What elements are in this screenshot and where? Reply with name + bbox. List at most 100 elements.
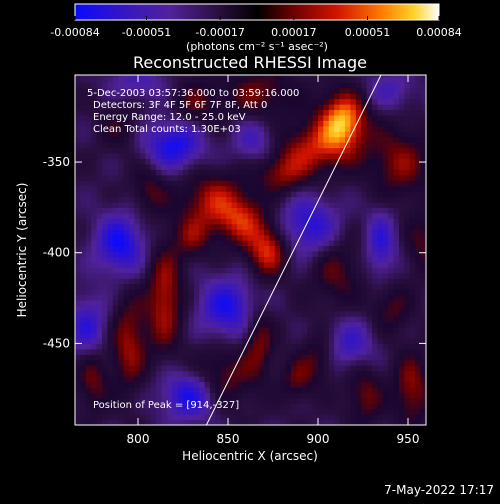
image-pixel bbox=[291, 169, 297, 176]
image-pixel bbox=[420, 185, 426, 192]
image-pixel bbox=[134, 332, 141, 339]
image-pixel bbox=[280, 408, 287, 415]
image-pixel bbox=[388, 196, 395, 203]
image-pixel bbox=[339, 120, 346, 127]
image-pixel bbox=[307, 397, 314, 404]
image-pixel bbox=[188, 158, 195, 165]
image-pixel bbox=[166, 376, 173, 383]
image-pixel bbox=[91, 147, 98, 154]
image-pixel bbox=[258, 294, 265, 301]
image-pixel bbox=[361, 163, 368, 170]
image-pixel bbox=[199, 299, 206, 306]
image-pixel bbox=[177, 288, 184, 296]
y-tick-label: -450 bbox=[43, 336, 70, 350]
image-pixel bbox=[220, 414, 227, 421]
image-pixel bbox=[150, 348, 157, 355]
image-pixel bbox=[393, 240, 400, 247]
image-pixel bbox=[231, 288, 238, 296]
image-pixel bbox=[85, 381, 92, 388]
image-pixel bbox=[399, 76, 405, 83]
image-pixel bbox=[150, 392, 157, 399]
image-pixel bbox=[296, 191, 303, 198]
image-pixel bbox=[312, 152, 319, 160]
image-pixel bbox=[80, 348, 87, 355]
image-pixel bbox=[253, 75, 260, 78]
image-pixel bbox=[264, 386, 270, 393]
image-pixel bbox=[172, 348, 179, 355]
image-pixel bbox=[328, 212, 335, 219]
image-pixel bbox=[361, 180, 368, 187]
image-pixel bbox=[183, 305, 189, 312]
image-pixel bbox=[102, 365, 108, 372]
image-pixel bbox=[361, 82, 368, 89]
image-pixel bbox=[377, 299, 384, 306]
image-pixel bbox=[161, 240, 168, 247]
image-pixel bbox=[91, 218, 98, 225]
image-pixel bbox=[242, 207, 249, 214]
image-pixel bbox=[237, 245, 243, 252]
image-pixel bbox=[285, 359, 292, 366]
image-pixel bbox=[150, 82, 157, 89]
image-pixel bbox=[388, 98, 395, 105]
image-pixel bbox=[393, 327, 400, 334]
image-pixel bbox=[85, 147, 92, 154]
image-pixel bbox=[258, 343, 265, 350]
image-pixel bbox=[172, 278, 179, 285]
image-pixel bbox=[334, 185, 341, 192]
image-pixel bbox=[204, 169, 211, 176]
image-pixel bbox=[134, 147, 141, 154]
image-pixel bbox=[199, 359, 206, 366]
image-pixel bbox=[237, 414, 243, 421]
image-pixel bbox=[193, 327, 200, 334]
image-pixel bbox=[161, 147, 168, 154]
image-pixel bbox=[399, 288, 405, 296]
image-pixel bbox=[75, 365, 81, 372]
image-pixel bbox=[328, 136, 335, 143]
image-pixel bbox=[361, 305, 368, 312]
image-pixel bbox=[123, 82, 130, 89]
image-pixel bbox=[220, 120, 227, 127]
image-pixel bbox=[91, 174, 98, 181]
image-pixel bbox=[118, 294, 125, 301]
image-pixel bbox=[420, 310, 426, 317]
image-pixel bbox=[75, 245, 81, 252]
image-pixel bbox=[328, 93, 335, 100]
image-pixel bbox=[118, 337, 125, 344]
image-pixel bbox=[91, 240, 98, 247]
image-pixel bbox=[274, 212, 281, 219]
image-pixel bbox=[183, 207, 189, 214]
image-pixel bbox=[404, 397, 411, 404]
image-pixel bbox=[415, 142, 422, 149]
image-pixel bbox=[107, 310, 114, 317]
image-pixel bbox=[399, 359, 405, 366]
image-pixel bbox=[264, 169, 270, 176]
image-pixel bbox=[350, 218, 357, 225]
image-pixel bbox=[220, 321, 227, 328]
image-pixel bbox=[139, 158, 146, 165]
image-pixel bbox=[145, 386, 152, 393]
image-pixel bbox=[301, 403, 308, 410]
image-pixel bbox=[220, 245, 227, 252]
image-pixel bbox=[404, 403, 411, 410]
image-pixel bbox=[188, 131, 195, 138]
image-pixel bbox=[96, 185, 103, 192]
image-pixel bbox=[183, 256, 189, 263]
image-pixel bbox=[296, 223, 303, 230]
image-pixel bbox=[264, 120, 270, 127]
image-pixel bbox=[139, 370, 146, 377]
image-pixel bbox=[75, 386, 81, 393]
image-pixel bbox=[372, 120, 378, 127]
image-pixel bbox=[415, 348, 422, 355]
image-pixel bbox=[285, 120, 292, 127]
image-pixel bbox=[134, 75, 141, 78]
image-pixel bbox=[328, 98, 335, 105]
image-pixel bbox=[296, 332, 303, 339]
image-pixel bbox=[312, 403, 319, 410]
image-pixel bbox=[129, 348, 135, 355]
image-pixel bbox=[204, 386, 211, 393]
image-pixel bbox=[372, 332, 378, 339]
image-pixel bbox=[318, 261, 324, 268]
image-pixel bbox=[399, 283, 405, 290]
image-pixel bbox=[285, 229, 292, 236]
image-pixel bbox=[399, 310, 405, 317]
